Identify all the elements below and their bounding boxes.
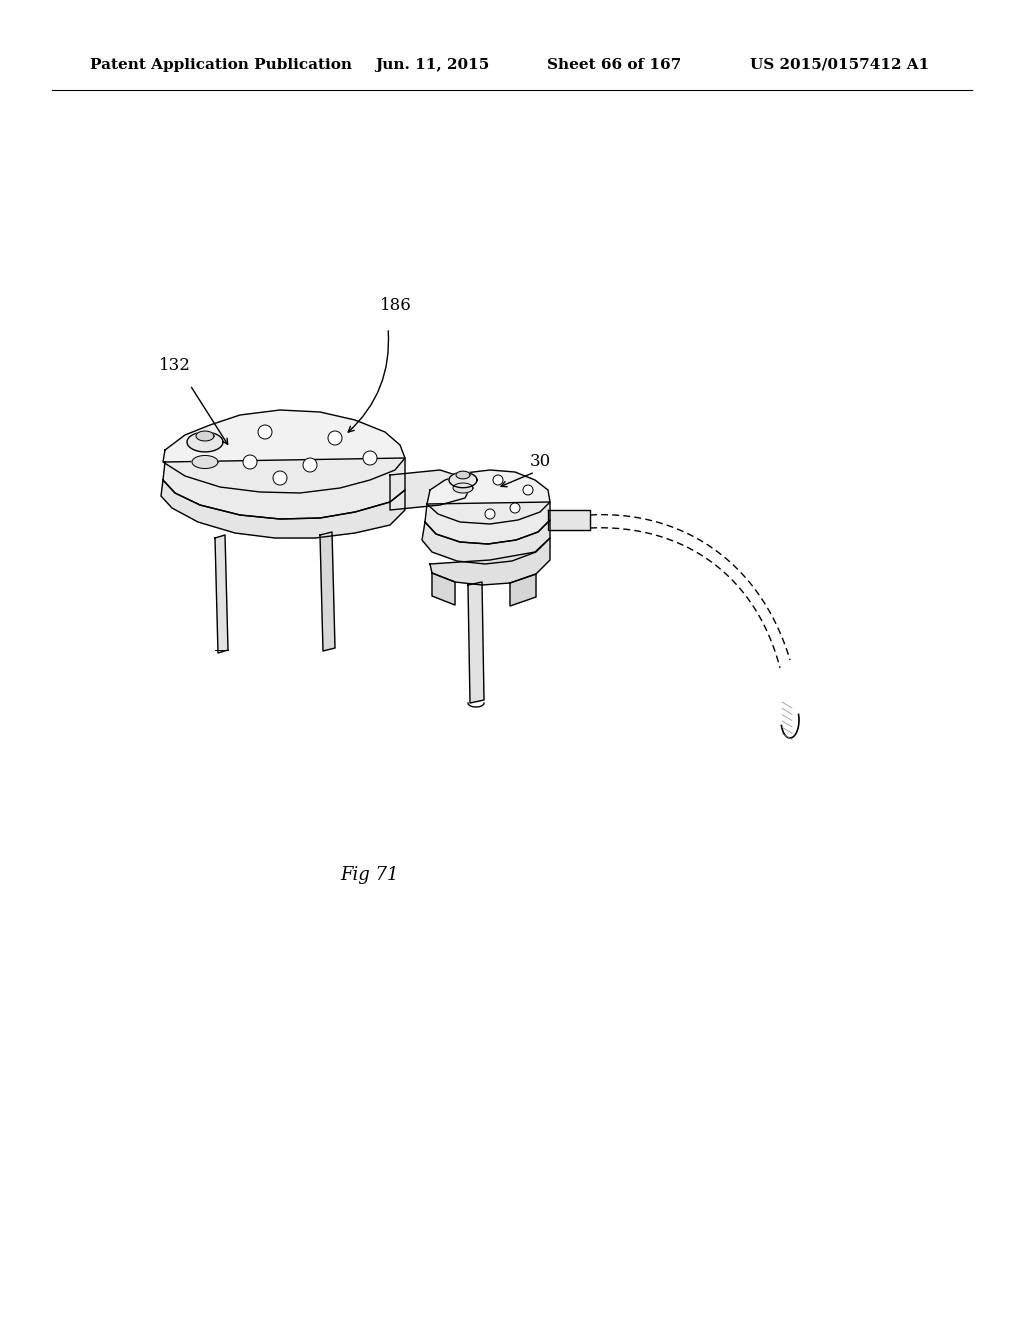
Circle shape xyxy=(493,475,503,484)
Text: US 2015/0157412 A1: US 2015/0157412 A1 xyxy=(751,58,930,73)
Text: Jun. 11, 2015: Jun. 11, 2015 xyxy=(375,58,489,73)
Circle shape xyxy=(362,451,377,465)
Polygon shape xyxy=(319,532,335,651)
Text: 30: 30 xyxy=(529,454,551,470)
Polygon shape xyxy=(196,432,214,441)
Polygon shape xyxy=(163,411,406,492)
Circle shape xyxy=(258,425,272,440)
Polygon shape xyxy=(510,574,536,606)
Text: Patent Application Publication: Patent Application Publication xyxy=(90,58,352,73)
Circle shape xyxy=(303,458,317,473)
Text: 186: 186 xyxy=(380,297,412,314)
Polygon shape xyxy=(422,520,550,564)
Polygon shape xyxy=(456,471,470,479)
Polygon shape xyxy=(187,432,223,451)
Text: 132: 132 xyxy=(159,356,190,374)
Polygon shape xyxy=(390,470,470,510)
Polygon shape xyxy=(548,510,590,531)
Polygon shape xyxy=(427,470,550,524)
Circle shape xyxy=(273,471,287,484)
Polygon shape xyxy=(215,535,228,653)
Polygon shape xyxy=(425,502,550,544)
Circle shape xyxy=(523,484,534,495)
Circle shape xyxy=(485,510,495,519)
Text: Fig 71: Fig 71 xyxy=(341,866,399,884)
Circle shape xyxy=(328,432,342,445)
Circle shape xyxy=(510,503,520,513)
Polygon shape xyxy=(468,582,484,704)
Polygon shape xyxy=(449,473,477,487)
Polygon shape xyxy=(453,483,473,492)
Circle shape xyxy=(243,455,257,469)
Polygon shape xyxy=(193,455,218,469)
Text: Sheet 66 of 167: Sheet 66 of 167 xyxy=(547,58,681,73)
Polygon shape xyxy=(432,573,455,605)
Polygon shape xyxy=(161,480,406,539)
Polygon shape xyxy=(430,539,550,585)
Polygon shape xyxy=(163,458,406,519)
